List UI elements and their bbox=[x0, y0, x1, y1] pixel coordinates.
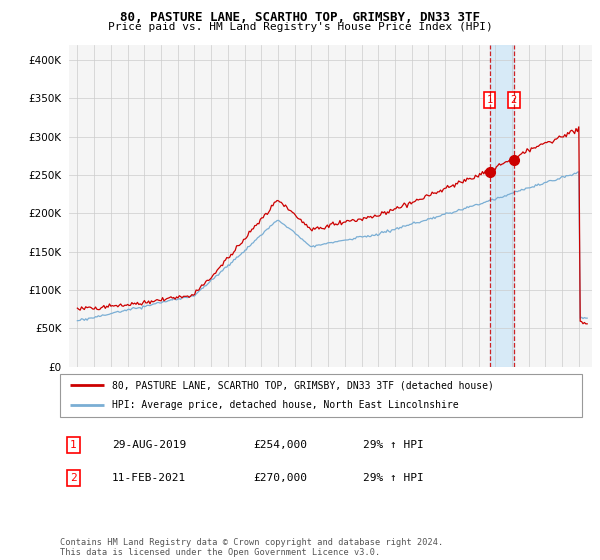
Text: Contains HM Land Registry data © Crown copyright and database right 2024.
This d: Contains HM Land Registry data © Crown c… bbox=[60, 538, 443, 557]
FancyBboxPatch shape bbox=[60, 374, 582, 417]
Bar bbox=[490, 45, 514, 367]
Text: 29-AUG-2019: 29-AUG-2019 bbox=[112, 440, 187, 450]
Text: 80, PASTURE LANE, SCARTHO TOP, GRIMSBY, DN33 3TF (detached house): 80, PASTURE LANE, SCARTHO TOP, GRIMSBY, … bbox=[112, 380, 494, 390]
Text: 29% ↑ HPI: 29% ↑ HPI bbox=[363, 473, 424, 483]
Text: 11-FEB-2021: 11-FEB-2021 bbox=[112, 473, 187, 483]
Text: Price paid vs. HM Land Registry's House Price Index (HPI): Price paid vs. HM Land Registry's House … bbox=[107, 22, 493, 32]
Text: HPI: Average price, detached house, North East Lincolnshire: HPI: Average price, detached house, Nort… bbox=[112, 400, 459, 410]
Text: £270,000: £270,000 bbox=[253, 473, 307, 483]
Text: 2: 2 bbox=[70, 473, 76, 483]
Text: £254,000: £254,000 bbox=[253, 440, 307, 450]
Text: 1: 1 bbox=[487, 95, 493, 105]
Text: 1: 1 bbox=[70, 440, 76, 450]
Text: 80, PASTURE LANE, SCARTHO TOP, GRIMSBY, DN33 3TF: 80, PASTURE LANE, SCARTHO TOP, GRIMSBY, … bbox=[120, 11, 480, 24]
Text: 2: 2 bbox=[511, 95, 517, 105]
Text: 29% ↑ HPI: 29% ↑ HPI bbox=[363, 440, 424, 450]
